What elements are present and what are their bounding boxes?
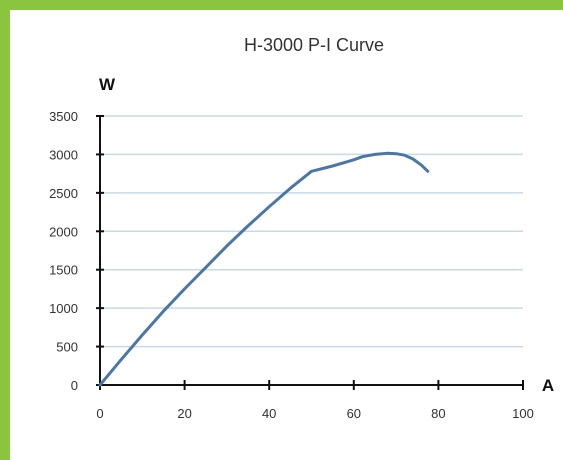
x-axis-label: A: [542, 376, 554, 395]
chart-title: H-3000 P-I Curve: [244, 35, 384, 55]
y-tick-label: 1000: [49, 301, 78, 316]
y-tick-label: 500: [56, 340, 78, 355]
y-tick-label: 3000: [49, 147, 78, 162]
y-axis-label: W: [99, 75, 116, 94]
series-line: [98, 151, 430, 387]
y-tick-label: 0: [71, 378, 78, 393]
x-tick-label: 40: [262, 406, 276, 421]
y-tick-label: 2500: [49, 186, 78, 201]
x-tick-label: 0: [96, 406, 103, 421]
chart-panel: H-3000 P-I Curve W A 0 500 1000 1500 2000 250…: [10, 10, 563, 460]
y-tick-label: 2000: [49, 224, 78, 239]
x-tick-label: 20: [177, 406, 191, 421]
pi-curve-chart: H-3000 P-I Curve W A 0500100015002000250…: [49, 35, 554, 421]
y-tick-label: 1500: [49, 263, 78, 278]
x-tick-label: 60: [347, 406, 361, 421]
x-tick-label: 100: [512, 406, 534, 421]
x-tick-label: 80: [431, 406, 445, 421]
y-tick-label: 3500: [49, 109, 78, 124]
